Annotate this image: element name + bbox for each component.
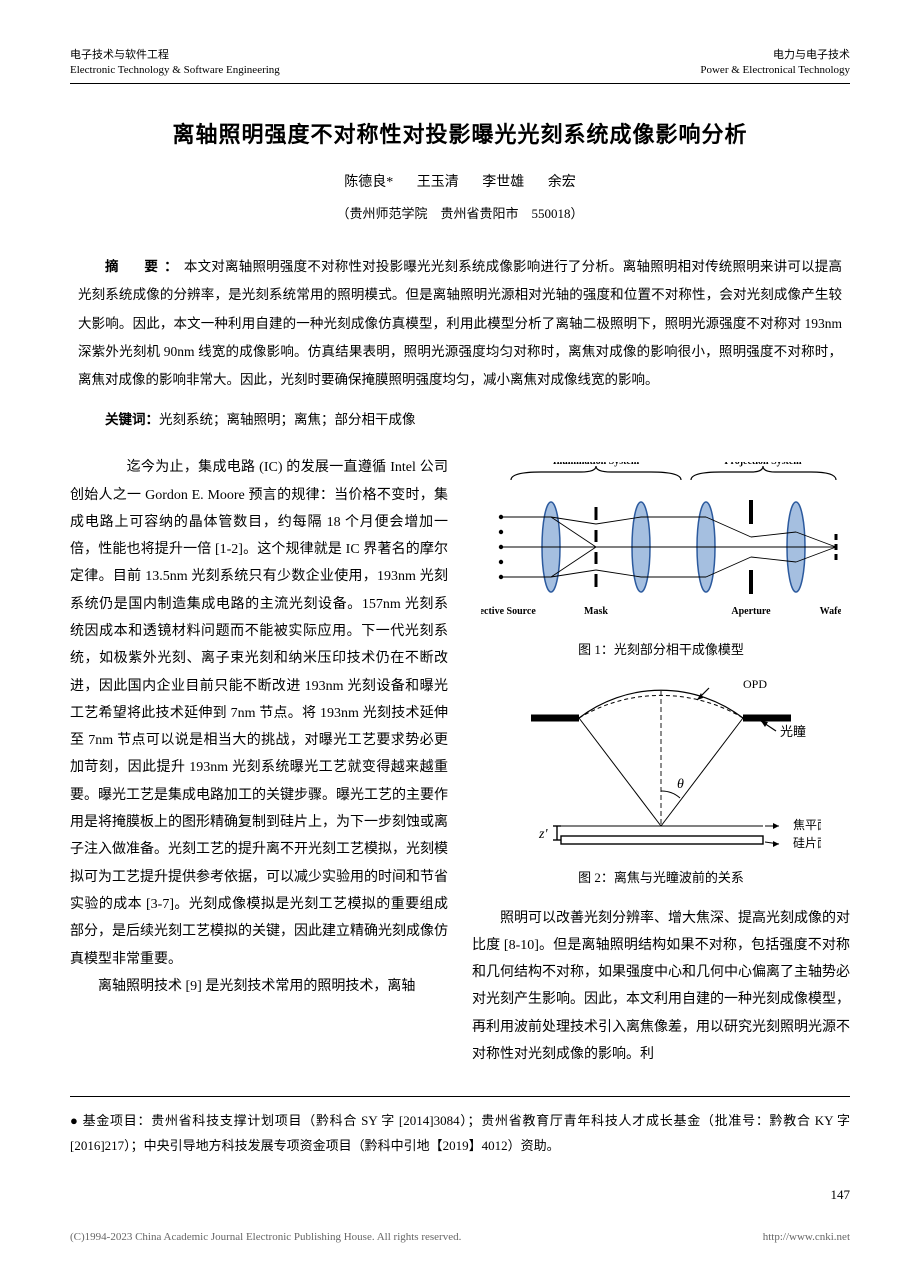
author-1: 陈德良* xyxy=(344,175,393,190)
fig1-wafer-label: Wafer xyxy=(820,606,841,617)
funding-bullet: ● xyxy=(70,1113,79,1128)
header-right-cn: 电力与电子技术 xyxy=(700,48,850,63)
fig1-proj-label: Projection System xyxy=(724,462,802,467)
footer-left: (C)1994-2023 China Academic Journal Elec… xyxy=(70,1227,461,1248)
header-right: 电力与电子技术 Power & Electronical Technology xyxy=(700,48,850,79)
footer-row: (C)1994-2023 China Academic Journal Elec… xyxy=(70,1227,850,1248)
header-left-en: Electronic Technology & Software Enginee… xyxy=(70,63,280,78)
abstract-text: 本文对离轴照明强度不对称性对投影曝光光刻系统成像影响进行了分析。离轴照明相对传统… xyxy=(78,259,842,387)
fig2-caption: 图 2：离焦与光瞳波前的关系 xyxy=(472,865,850,890)
page-number: 147 xyxy=(70,1183,850,1208)
body-right-p: 照明可以改善光刻分辨率、增大焦深、提高光刻成像的对比度 [8-10]。但是离轴照… xyxy=(472,905,850,1069)
keywords-text: 光刻系统；离轴照明；离焦；部分相干成像 xyxy=(159,412,416,427)
body-columns: 迄今为止，集成电路 (IC) 的发展一直遵循 Intel 公司创始人之一 Gor… xyxy=(70,454,850,1068)
author-3: 李世雄 xyxy=(482,175,524,190)
funding-block: ● 基金项目：贵州省科技支撑计划项目（黔科合 SY 字 [2014]3084）；… xyxy=(70,1096,850,1158)
abstract-block: 摘 要：本文对离轴照明强度不对称性对投影曝光光刻系统成像影响进行了分析。离轴照明… xyxy=(78,253,842,395)
fig2-opd: OPD xyxy=(743,677,767,691)
running-header: 电子技术与软件工程 Electronic Technology & Softwa… xyxy=(70,48,850,84)
funding-label: 基金项目： xyxy=(83,1113,152,1128)
fig1-aperture-label: Aperture xyxy=(731,606,771,617)
keywords-label: 关键词： xyxy=(105,412,159,427)
fig2-svg: OPD 光瞳 θ z' xyxy=(501,676,821,851)
funding-text: 贵州省科技支撑计划项目（黔科合 SY 字 [2014]3084）；贵州省教育厅青… xyxy=(70,1113,850,1153)
fig1-source-label: Effective Source xyxy=(481,606,536,617)
body-p1: 迄今为止，集成电路 (IC) 的发展一直遵循 Intel 公司创始人之一 Gor… xyxy=(70,454,448,973)
fig2-wafer: 硅片面 xyxy=(793,836,821,850)
fig1-mask-label: Mask xyxy=(584,606,608,617)
affiliation: （贵州师范学院 贵州省贵阳市 550018） xyxy=(70,202,850,227)
fig1-caption: 图 1：光刻部分相干成像模型 xyxy=(472,637,850,662)
article-title: 离轴照明强度不对称性对投影曝光光刻系统成像影响分析 xyxy=(70,114,850,156)
author-line: 陈德良* 王玉清 李世雄 余宏 xyxy=(70,170,850,197)
author-4: 余宏 xyxy=(548,175,576,190)
header-right-en: Power & Electronical Technology xyxy=(700,63,850,78)
fig2-theta: θ xyxy=(677,777,684,792)
fig1-illum-label: Illumination System xyxy=(553,462,640,467)
fig2-focal: 焦平面 xyxy=(793,818,821,832)
fig2-pupil: 光瞳 xyxy=(780,724,806,739)
footer-right: http://www.cnki.net xyxy=(763,1227,850,1248)
figure-1: Illumination System Projection System xyxy=(472,462,850,632)
left-column: 迄今为止，集成电路 (IC) 的发展一直遵循 Intel 公司创始人之一 Gor… xyxy=(70,454,448,1068)
right-column: Illumination System Projection System xyxy=(472,454,850,1068)
keywords-block: 关键词：光刻系统；离轴照明；离焦；部分相干成像 xyxy=(78,407,842,433)
author-2: 王玉清 xyxy=(417,175,459,190)
fig1-svg: Illumination System Projection System xyxy=(481,462,841,622)
header-left-cn: 电子技术与软件工程 xyxy=(70,48,280,63)
header-left: 电子技术与软件工程 Electronic Technology & Softwa… xyxy=(70,48,280,79)
abstract-label: 摘 要： xyxy=(105,259,184,274)
fig2-z: z' xyxy=(538,827,548,842)
body-p2: 离轴照明技术 [9] 是光刻技术常用的照明技术，离轴 xyxy=(70,973,448,1000)
figure-2: OPD 光瞳 θ z' xyxy=(472,676,850,861)
